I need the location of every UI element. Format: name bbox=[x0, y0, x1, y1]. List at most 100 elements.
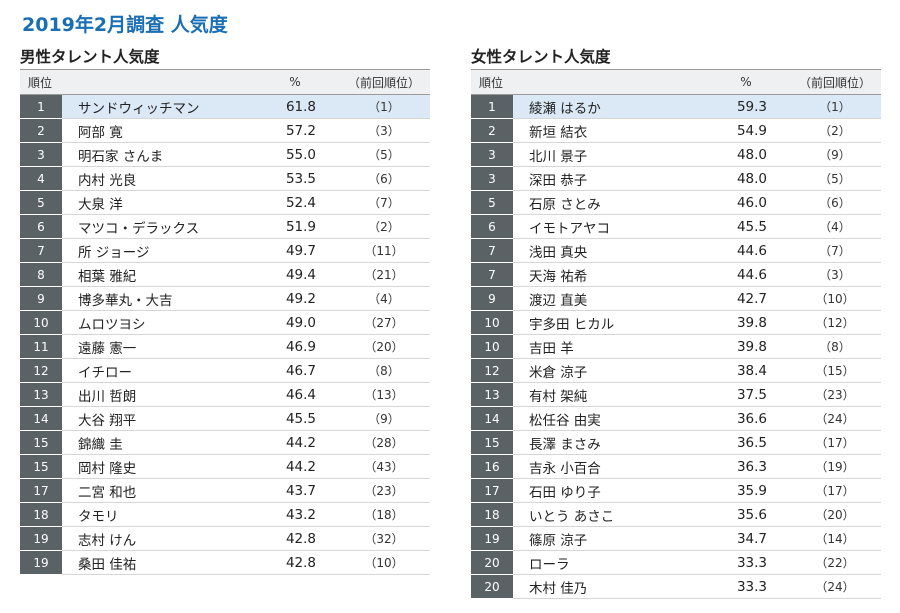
previous-rank-cell: （20） bbox=[789, 502, 881, 527]
female-ranking-title: 女性タレント人気度 bbox=[471, 48, 611, 66]
table-row: 15 岡村 隆史 44.2 （43） bbox=[20, 454, 430, 479]
percent-cell: 46.4 bbox=[252, 382, 338, 407]
talent-name-cell: 出川 哲朗 bbox=[62, 382, 252, 407]
male-ranking-table: 順位 % （前回順位） 1 サンドウィッチマン 61.8 （1） 2 阿部 寛 57.2 （3… bbox=[20, 69, 430, 575]
rank-cell: 7 bbox=[20, 238, 62, 263]
previous-rank-cell: （24） bbox=[789, 406, 881, 431]
percent-cell: 36.6 bbox=[703, 406, 789, 431]
percent-cell: 57.2 bbox=[252, 118, 338, 143]
percent-cell: 51.9 bbox=[252, 214, 338, 239]
talent-name-cell: 博多華丸・大吉 bbox=[62, 286, 252, 311]
table-row: 7 浅田 真央 44.6 （7） bbox=[471, 238, 881, 263]
previous-rank-cell: （2） bbox=[338, 214, 430, 239]
previous-rank-cell: （8） bbox=[789, 334, 881, 359]
percent-cell: 53.5 bbox=[252, 166, 338, 191]
percent-cell: 38.4 bbox=[703, 358, 789, 383]
previous-rank-cell: （1） bbox=[338, 94, 430, 119]
talent-name-cell: イモトアヤコ bbox=[513, 214, 703, 239]
previous-rank-cell: （32） bbox=[338, 526, 430, 551]
table-header-row: 順位 % （前回順位） bbox=[20, 69, 430, 95]
previous-rank-cell: （5） bbox=[789, 166, 881, 191]
talent-name-cell: 天海 祐希 bbox=[513, 262, 703, 287]
rank-cell: 17 bbox=[471, 478, 513, 503]
rank-cell: 3 bbox=[20, 142, 62, 167]
column-header-previous-rank: （前回順位） bbox=[789, 69, 881, 95]
column-header-rank: 順位 bbox=[471, 69, 513, 95]
rank-cell: 19 bbox=[471, 526, 513, 551]
rank-cell: 18 bbox=[471, 502, 513, 527]
previous-rank-cell: （7） bbox=[338, 190, 430, 215]
talent-name-cell: 綾瀬 はるか bbox=[513, 94, 703, 119]
table-row: 7 天海 祐希 44.6 （3） bbox=[471, 262, 881, 287]
percent-cell: 55.0 bbox=[252, 142, 338, 167]
previous-rank-cell: （17） bbox=[789, 478, 881, 503]
table-row: 12 米倉 涼子 38.4 （15） bbox=[471, 358, 881, 383]
table-row: 19 篠原 涼子 34.7 （14） bbox=[471, 526, 881, 551]
table-row: 1 綾瀬 はるか 59.3 （1） bbox=[471, 94, 881, 119]
talent-name-cell: 深田 恭子 bbox=[513, 166, 703, 191]
previous-rank-cell: （8） bbox=[338, 358, 430, 383]
previous-rank-cell: （6） bbox=[789, 190, 881, 215]
talent-name-cell: マツコ・デラックス bbox=[62, 214, 252, 239]
previous-rank-cell: （14） bbox=[789, 526, 881, 551]
rank-cell: 2 bbox=[471, 118, 513, 143]
percent-cell: 54.9 bbox=[703, 118, 789, 143]
talent-name-cell: 所 ジョージ bbox=[62, 238, 252, 263]
talent-name-cell: 石田 ゆり子 bbox=[513, 478, 703, 503]
rank-cell: 18 bbox=[20, 502, 62, 527]
previous-rank-cell: （22） bbox=[789, 550, 881, 575]
percent-cell: 59.3 bbox=[703, 94, 789, 119]
table-row: 1 サンドウィッチマン 61.8 （1） bbox=[20, 94, 430, 119]
talent-name-cell: ムロツヨシ bbox=[62, 310, 252, 335]
table-row: 17 二宮 和也 43.7 （23） bbox=[20, 478, 430, 503]
rank-cell: 9 bbox=[471, 286, 513, 311]
rank-cell: 14 bbox=[471, 406, 513, 431]
talent-name-cell: サンドウィッチマン bbox=[62, 94, 252, 119]
talent-name-cell: いとう あさこ bbox=[513, 502, 703, 527]
rank-cell: 20 bbox=[471, 550, 513, 575]
talent-name-cell: 米倉 涼子 bbox=[513, 358, 703, 383]
table-row: 18 タモリ 43.2 （18） bbox=[20, 502, 430, 527]
previous-rank-cell: （13） bbox=[338, 382, 430, 407]
table-row: 15 錦織 圭 44.2 （28） bbox=[20, 430, 430, 455]
rank-cell: 1 bbox=[20, 94, 62, 119]
table-row: 11 遠藤 憲一 46.9 （20） bbox=[20, 334, 430, 359]
table-row: 3 明石家 さんま 55.0 （5） bbox=[20, 142, 430, 167]
table-row: 13 有村 架純 37.5 （23） bbox=[471, 382, 881, 407]
table-row: 6 イモトアヤコ 45.5 （4） bbox=[471, 214, 881, 239]
rank-cell: 19 bbox=[20, 550, 62, 575]
percent-cell: 39.8 bbox=[703, 310, 789, 335]
talent-name-cell: イチロー bbox=[62, 358, 252, 383]
rank-cell: 12 bbox=[471, 358, 513, 383]
table-row: 8 相葉 雅紀 49.4 （21） bbox=[20, 262, 430, 287]
male-ranking-panel: 男性タレント人気度 順位 % （前回順位） 1 サンドウィッチマン 61.8 （1） 2… bbox=[20, 46, 430, 575]
rank-cell: 4 bbox=[20, 166, 62, 191]
percent-cell: 61.8 bbox=[252, 94, 338, 119]
talent-name-cell: 内村 光良 bbox=[62, 166, 252, 191]
previous-rank-cell: （15） bbox=[789, 358, 881, 383]
column-header-percent: % bbox=[703, 69, 789, 95]
table-row: 5 大泉 洋 52.4 （7） bbox=[20, 190, 430, 215]
percent-cell: 44.2 bbox=[252, 454, 338, 479]
percent-cell: 46.9 bbox=[252, 334, 338, 359]
table-row: 4 内村 光良 53.5 （6） bbox=[20, 166, 430, 191]
previous-rank-cell: （28） bbox=[338, 430, 430, 455]
talent-name-cell: 阿部 寛 bbox=[62, 118, 252, 143]
column-header-rank: 順位 bbox=[20, 69, 62, 95]
column-header-percent: % bbox=[252, 69, 338, 95]
rank-cell: 19 bbox=[20, 526, 62, 551]
percent-cell: 35.9 bbox=[703, 478, 789, 503]
previous-rank-cell: （19） bbox=[789, 454, 881, 479]
previous-rank-cell: （12） bbox=[789, 310, 881, 335]
previous-rank-cell: （21） bbox=[338, 262, 430, 287]
talent-name-cell: 新垣 結衣 bbox=[513, 118, 703, 143]
talent-name-cell: 渡辺 直美 bbox=[513, 286, 703, 311]
rank-cell: 14 bbox=[20, 406, 62, 431]
female-ranking-panel: 女性タレント人気度 順位 % （前回順位） 1 綾瀬 はるか 59.3 （1） 2 新垣 … bbox=[471, 46, 881, 599]
previous-rank-cell: （24） bbox=[789, 574, 881, 599]
rank-cell: 10 bbox=[471, 334, 513, 359]
previous-rank-cell: （3） bbox=[338, 118, 430, 143]
rank-cell: 12 bbox=[20, 358, 62, 383]
previous-rank-cell: （4） bbox=[338, 286, 430, 311]
percent-cell: 44.6 bbox=[703, 238, 789, 263]
